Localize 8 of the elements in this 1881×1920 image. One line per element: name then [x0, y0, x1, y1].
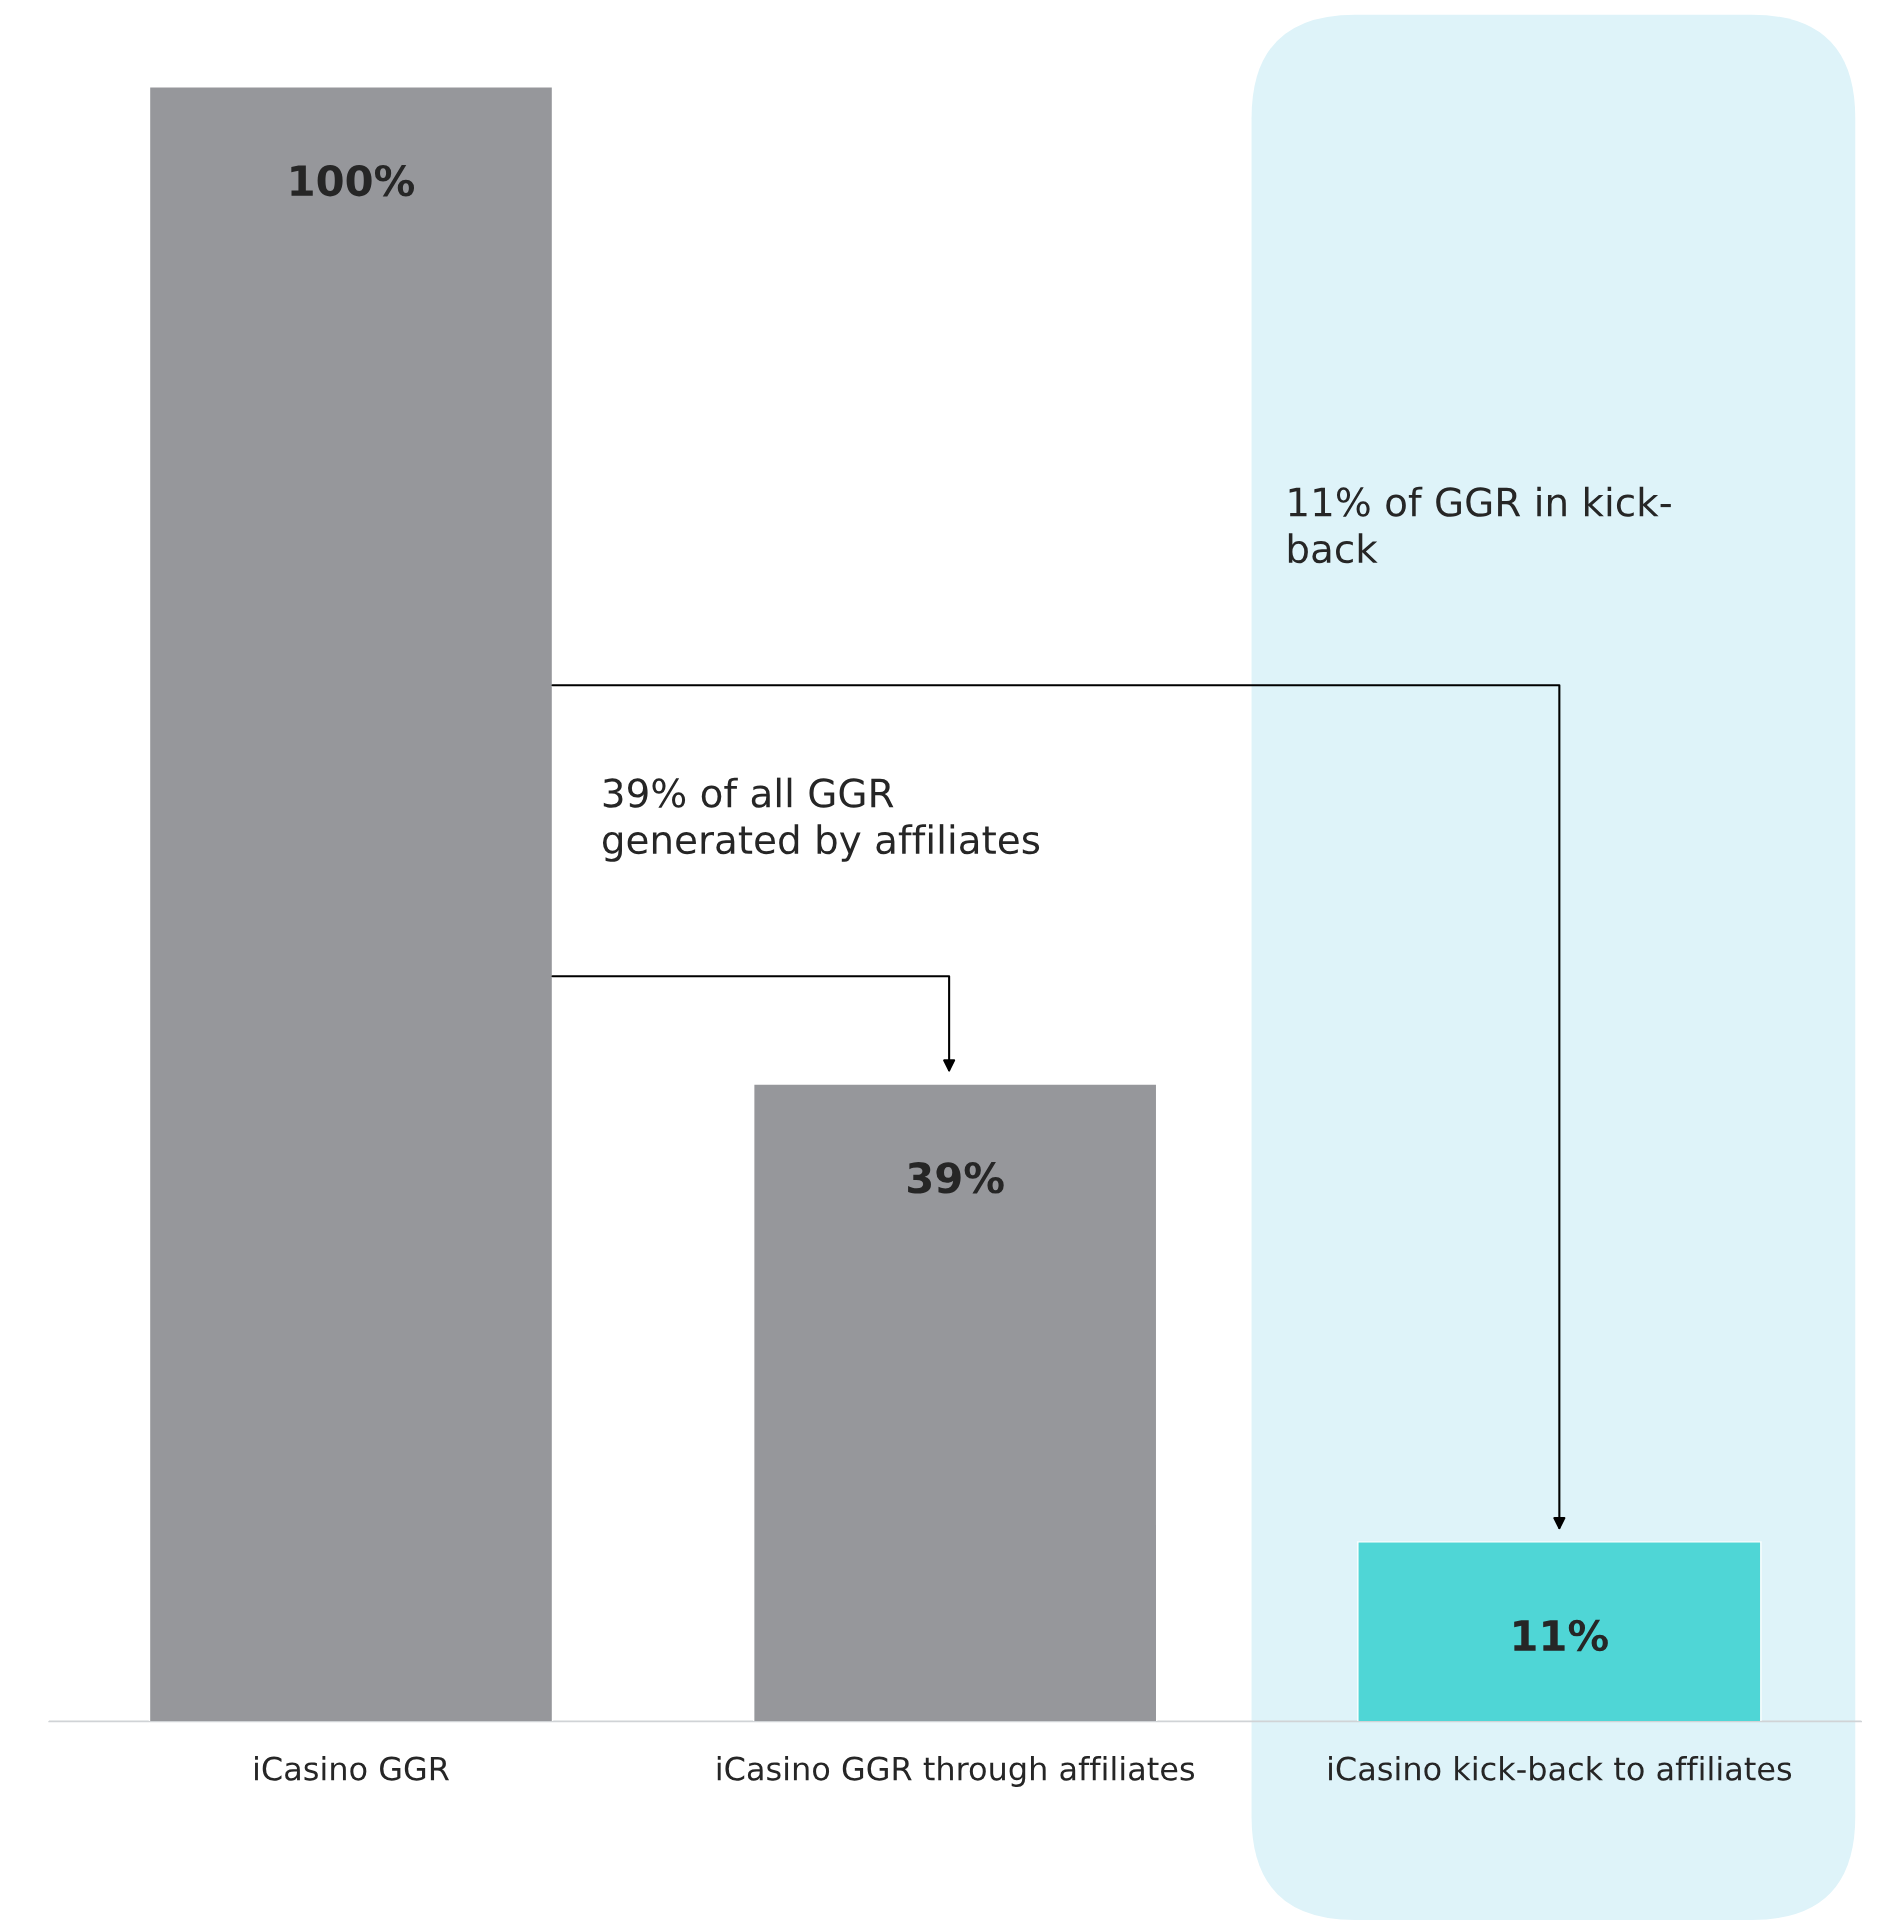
- data-label: 11%: [1514, 1619, 1608, 1652]
- x-tick-label: iCasino GGR: [255, 1755, 450, 1781]
- x-tick-label: iCasino kick-back to affiliates: [1329, 1755, 1792, 1781]
- annotation: 39% of all GGR generated by affiliates: [602, 777, 1040, 862]
- data-label: 100%: [291, 164, 415, 197]
- data-label: 39%: [908, 1162, 1004, 1194]
- x-tick-label: iCasino GGR through affiliates: [717, 1755, 1195, 1787]
- annotation: 11% of GGR in kick- back: [1288, 486, 1671, 564]
